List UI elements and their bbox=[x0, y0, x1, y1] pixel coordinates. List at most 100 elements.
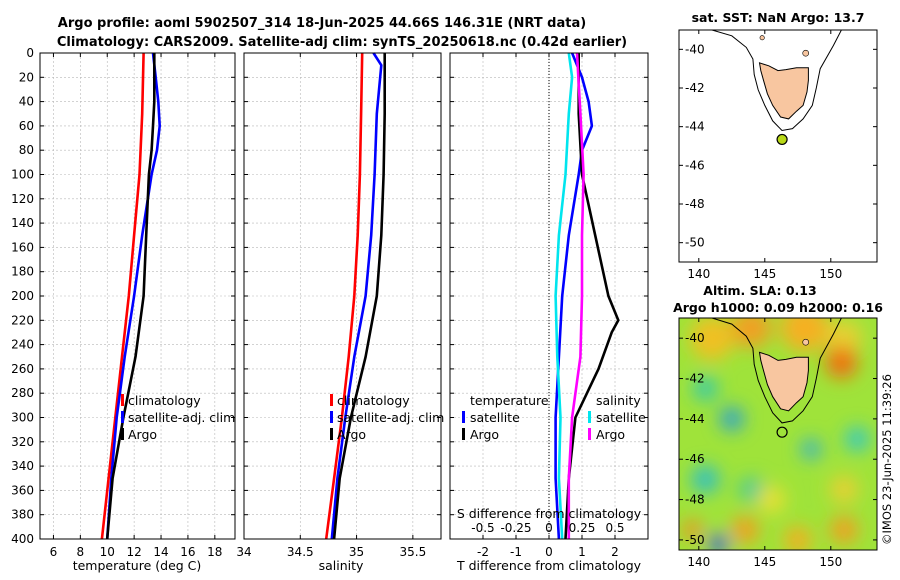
tasmania-land bbox=[758, 62, 809, 120]
x-tick-label: -2 bbox=[477, 545, 489, 559]
king-island bbox=[759, 35, 765, 41]
legend-label: satellite bbox=[470, 410, 520, 425]
map-background bbox=[679, 30, 877, 262]
sla-map-title-2: Argo h1000: 0.09 h2000: 0.16 bbox=[673, 300, 883, 315]
s-tick-label: 0.25 bbox=[569, 521, 596, 535]
x-tick-label: 34.5 bbox=[287, 545, 314, 559]
y-tick-label: 160 bbox=[11, 240, 34, 254]
y-tick-label: 200 bbox=[11, 289, 34, 303]
map-y-label: -50 bbox=[685, 236, 705, 250]
map-x-label: 150 bbox=[819, 267, 842, 281]
map-y-label: -48 bbox=[685, 197, 705, 211]
temperature-xlabel: temperature (deg C) bbox=[73, 558, 202, 573]
flinders-island bbox=[802, 338, 810, 346]
s-tick-label: 0.5 bbox=[605, 521, 624, 535]
difference-panel: -2 -1 0 1 2 -0.5 -0.25 0 0.25 0.5 temperature satel… bbox=[449, 52, 649, 559]
y-tick-label: 0 bbox=[26, 46, 34, 60]
y-tick-label: 280 bbox=[11, 386, 34, 400]
map-y-label: -46 bbox=[685, 158, 705, 172]
map-y-label: -44 bbox=[685, 120, 705, 134]
series-s-satellite bbox=[554, 52, 574, 540]
sla-blob bbox=[757, 485, 786, 514]
salinity-panel: 34 34.5 35 35.5 climatology satellite-adj. cl… bbox=[236, 52, 444, 559]
x-tick-label: 18 bbox=[207, 545, 222, 559]
sla-blob bbox=[719, 406, 744, 431]
x-tick-label: 35.5 bbox=[399, 545, 426, 559]
series-s-argo bbox=[567, 52, 585, 539]
isobath-contour bbox=[711, 318, 842, 424]
sla-blob bbox=[830, 475, 858, 504]
sla-map-title-1: Altim. SLA: 0.13 bbox=[703, 283, 816, 298]
difference-xlabel-top: S difference from climatology bbox=[457, 506, 642, 521]
legend-swatch bbox=[462, 411, 465, 423]
y-tick-label: 40 bbox=[19, 95, 34, 109]
sla-blob bbox=[739, 477, 764, 502]
x-tick-label: -1 bbox=[510, 545, 522, 559]
x-tick-label: 14 bbox=[153, 545, 168, 559]
legend-swatch bbox=[121, 411, 124, 423]
series-satellite-adj-clim bbox=[330, 52, 383, 540]
y-tick-label: 340 bbox=[11, 459, 34, 473]
imos-credit: ©IMOS 23-Jun-2025 11:39:26 bbox=[880, 374, 894, 545]
argo-profile-marker bbox=[776, 426, 788, 438]
map-x-label: 145 bbox=[753, 555, 776, 569]
map-x-label: 145 bbox=[753, 267, 776, 281]
map-content bbox=[679, 318, 877, 550]
sla-blob bbox=[731, 515, 759, 544]
legend-title-salinity: salinity bbox=[596, 393, 641, 408]
s-tick-label: -0.5 bbox=[471, 521, 494, 535]
y-tick-label: 180 bbox=[11, 265, 34, 279]
y-tick-label: 260 bbox=[11, 362, 34, 376]
y-tick-label: 320 bbox=[11, 435, 34, 449]
map-x-label: 140 bbox=[687, 555, 710, 569]
title-line-2: Climatology: CARS2009. Satellite-adj cli… bbox=[57, 35, 627, 50]
argo-profile-marker bbox=[776, 133, 788, 146]
map-y-label: -40 bbox=[685, 331, 705, 345]
series-climatology bbox=[324, 52, 364, 540]
legend-swatch bbox=[462, 428, 465, 440]
x-tick-label: 2 bbox=[611, 545, 619, 559]
legend-swatch bbox=[121, 428, 124, 440]
title-line-1: Argo profile: aoml 5902507_314 18-Jun-20… bbox=[58, 16, 586, 31]
tasmania-land bbox=[758, 351, 809, 412]
legend-label: Argo bbox=[596, 427, 625, 442]
map-y-label: -42 bbox=[685, 81, 705, 95]
legend-title-temperature: temperature bbox=[470, 393, 549, 408]
legend-label: satellite-adj. clim bbox=[128, 410, 235, 425]
legend-label: Argo bbox=[470, 427, 499, 442]
sla-blob bbox=[691, 465, 720, 494]
map-y-label: -50 bbox=[685, 533, 705, 547]
y-tick-label: 20 bbox=[19, 70, 34, 84]
axes-frame bbox=[243, 52, 442, 540]
sla-map: 140 145 150 -40 -42 -44 -46 -48 -50 bbox=[678, 317, 878, 569]
x-tick-label: 34 bbox=[236, 545, 251, 559]
x-tick-label: 0 bbox=[545, 545, 553, 559]
map-frame bbox=[678, 29, 878, 263]
sla-blob bbox=[830, 515, 858, 544]
map-frame bbox=[678, 317, 878, 551]
x-tick-label: 12 bbox=[126, 545, 141, 559]
x-tick-label: 10 bbox=[100, 545, 115, 559]
salinity-xlabel: salinity bbox=[319, 558, 364, 573]
legend-swatch bbox=[330, 394, 333, 406]
sst-map-title: sat. SST: NaN Argo: 13.7 bbox=[692, 10, 865, 25]
y-tick-label: 100 bbox=[11, 168, 34, 182]
y-tick-label: 60 bbox=[19, 119, 34, 133]
x-tick-label: 16 bbox=[180, 545, 195, 559]
legend-swatch bbox=[588, 428, 591, 440]
legend-swatch bbox=[330, 428, 333, 440]
sla-blob bbox=[801, 439, 821, 460]
y-tick-label: 120 bbox=[11, 192, 34, 206]
s-tick-label: 0 bbox=[545, 521, 553, 535]
sla-blob bbox=[709, 534, 728, 550]
sla-blob bbox=[693, 376, 718, 401]
legend-swatch bbox=[588, 411, 591, 423]
series-t-argo bbox=[564, 53, 620, 540]
map-y-label: -40 bbox=[685, 42, 705, 56]
legend-label: satellite-adj. clim bbox=[337, 410, 444, 425]
y-tick-label: 400 bbox=[11, 532, 34, 546]
sla-blob bbox=[783, 525, 812, 550]
axes-frame bbox=[39, 52, 236, 540]
x-tick-label: 1 bbox=[578, 545, 586, 559]
